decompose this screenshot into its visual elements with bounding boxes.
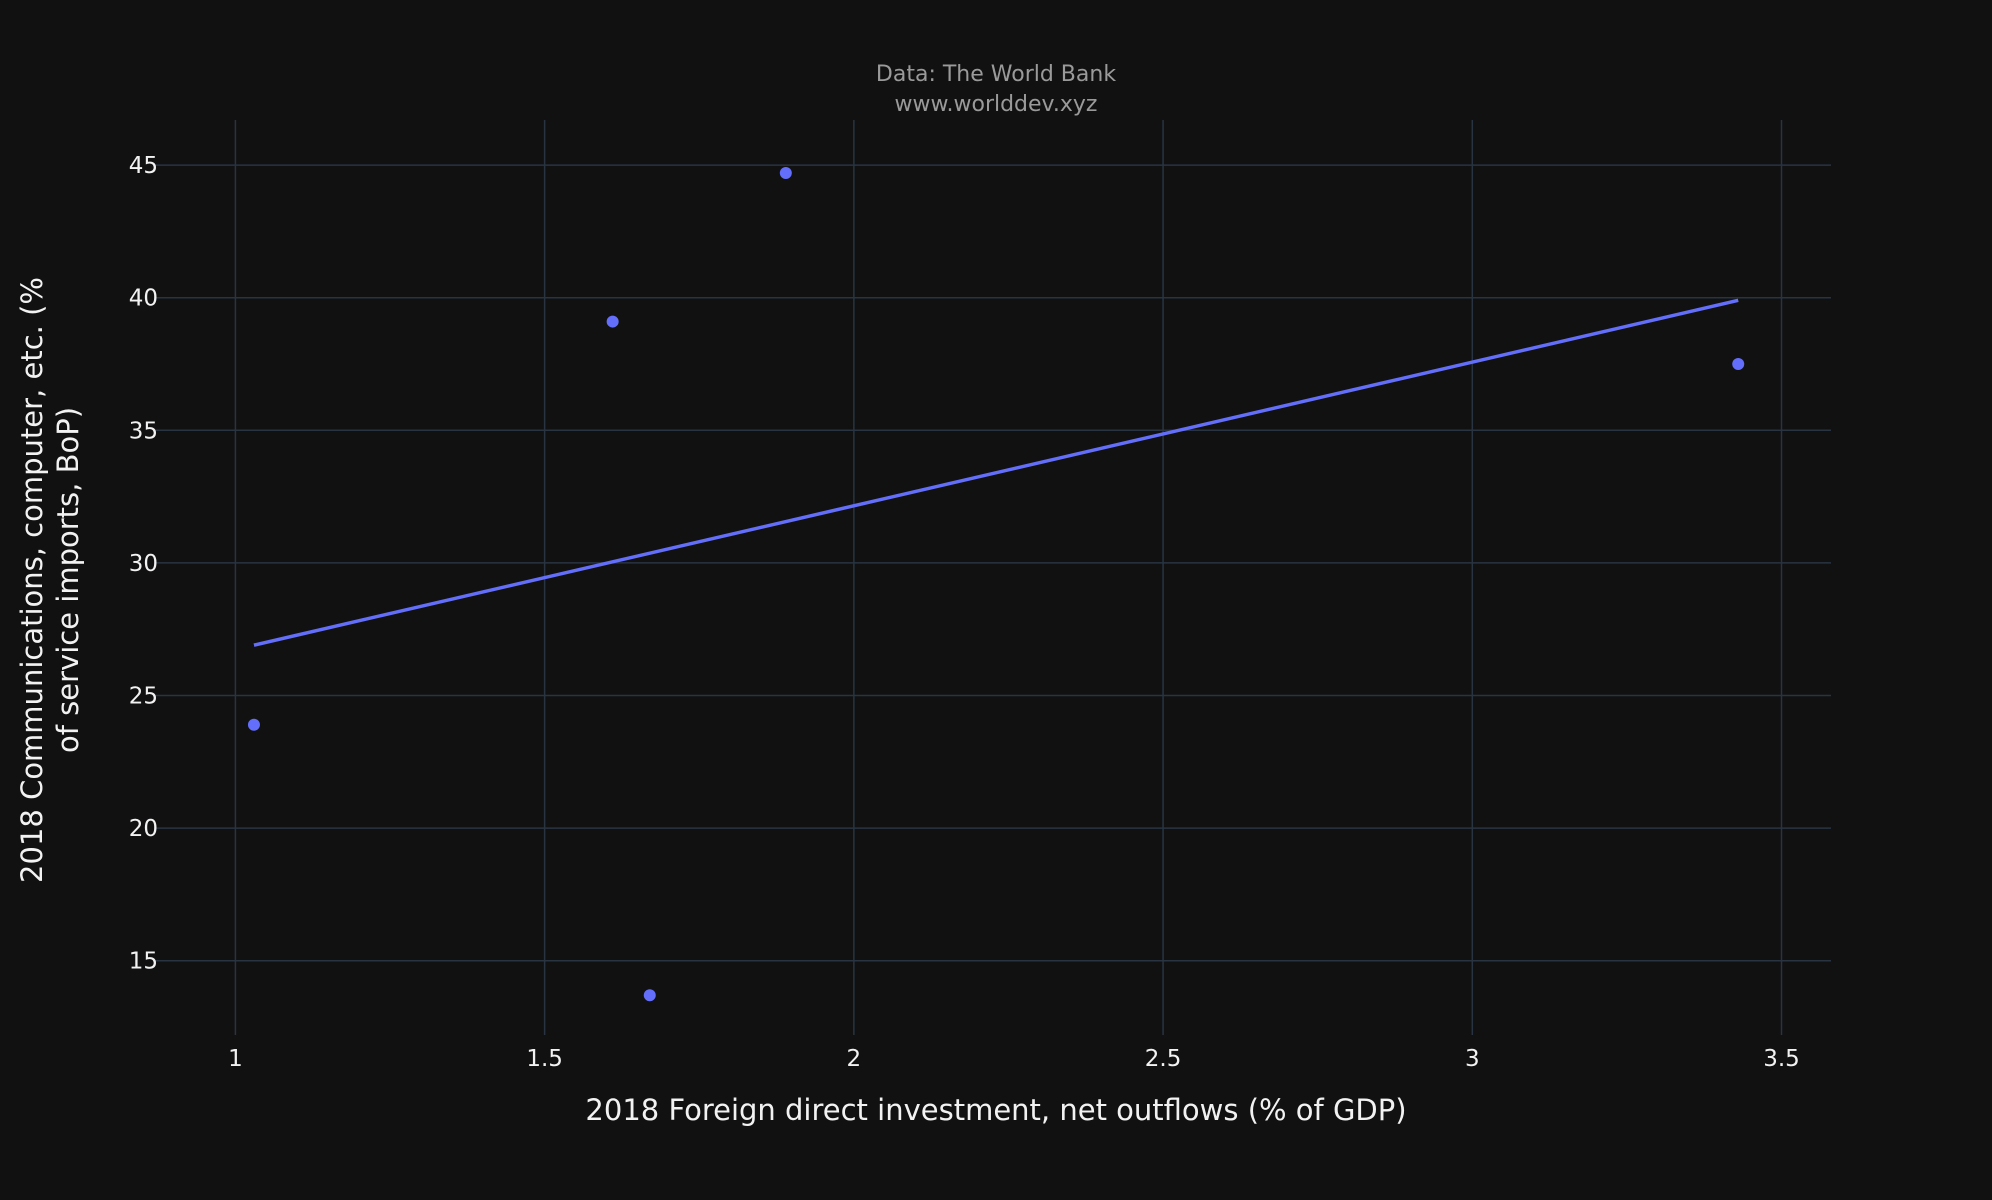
y-tick-label: 45 — [129, 153, 158, 179]
chart-title-line-2: www.worlddev.xyz — [895, 92, 1098, 117]
x-tick-label: 1 — [228, 1046, 243, 1072]
x-tick-label: 3.5 — [1763, 1046, 1800, 1072]
y-axis-title-line-1: 2018 Communications, computer, etc. (% — [15, 277, 49, 883]
y-tick-label: 15 — [129, 949, 158, 975]
data-point[interactable] — [779, 167, 792, 180]
trend-line — [253, 298, 1739, 647]
x-tick-label: 1.5 — [526, 1046, 563, 1072]
series-layer — [247, 167, 1745, 1002]
tick-labels: 1 1.5 2 2.5 3 3.5 15 20 25 30 35 40 45 — [129, 153, 1800, 1072]
x-tick-label: 2.5 — [1145, 1046, 1182, 1072]
x-tick-label: 2 — [847, 1046, 862, 1072]
grid — [155, 120, 1831, 1035]
chart-title-line-1: Data: The World Bank — [876, 62, 1116, 87]
y-tick-label: 20 — [129, 816, 158, 842]
data-point[interactable] — [247, 718, 260, 731]
y-tick-label: 30 — [129, 551, 158, 577]
data-point[interactable] — [1732, 358, 1745, 370]
y-tick-label: 35 — [129, 418, 158, 444]
data-point[interactable] — [643, 989, 656, 1002]
y-tick-label: 25 — [129, 684, 158, 710]
x-tick-label: 3 — [1465, 1046, 1480, 1072]
y-tick-label: 40 — [129, 286, 158, 312]
y-axis-title-line-2: of service imports, BoP) — [51, 407, 85, 753]
data-point[interactable] — [606, 315, 619, 328]
x-axis-title: 2018 Foreign direct investment, net outf… — [585, 1093, 1406, 1127]
y-axis-title: 2018 Communications, computer, etc. (% o… — [15, 277, 85, 883]
